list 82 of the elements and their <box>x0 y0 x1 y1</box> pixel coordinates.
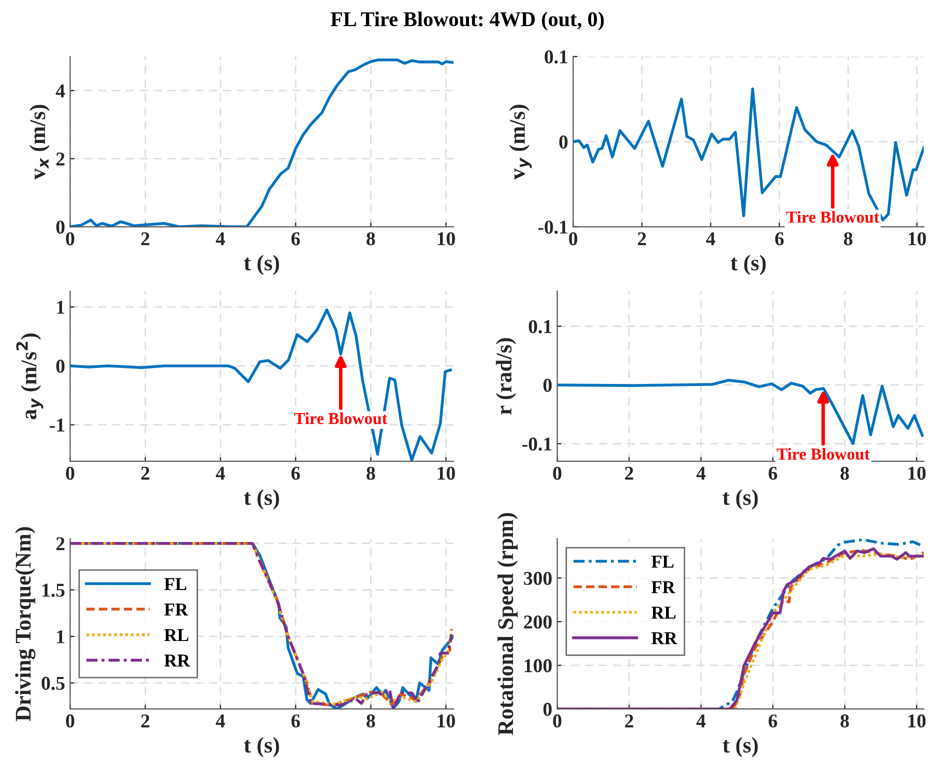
y-tick-label: 0 <box>56 220 65 234</box>
x-tick-label: 6 <box>291 714 300 728</box>
x-tick-label: 8 <box>840 466 849 480</box>
x-tick-label: 6 <box>768 466 778 480</box>
y-tick-label: 0 <box>543 702 552 716</box>
line-series <box>70 58 454 227</box>
y-axis-title: a$_{y}$ (m/s$^{2}$) <box>16 334 44 420</box>
x-tick-label: 2 <box>141 466 150 480</box>
y-tick-label: 200 <box>524 615 552 629</box>
x-tick-label: 2 <box>625 466 634 480</box>
x-tick-label: 2 <box>638 232 646 246</box>
y-axis-title: Rotational Speed (rpm) <box>498 513 518 736</box>
x-axis-title: t (s) <box>722 737 758 758</box>
x-tick-label: 8 <box>366 466 376 480</box>
x-tick-label: 8 <box>366 232 376 246</box>
line-series <box>70 308 452 462</box>
y-tick-label: 1.5 <box>42 584 65 597</box>
legend-label: RL <box>164 629 188 641</box>
y-tick-label: 1 <box>57 630 64 644</box>
y-tick-label: 0 <box>56 360 65 373</box>
legend-label: FL <box>164 578 186 590</box>
y-tick-label: 0.5 <box>42 676 65 690</box>
y-tick-label: 4 <box>56 84 65 98</box>
y-tick-label: 100 <box>524 659 552 672</box>
line-series <box>557 378 924 446</box>
x-tick-label: 10 <box>908 466 926 480</box>
legend-label: RR <box>164 654 190 667</box>
x-tick-label: 10 <box>438 232 455 246</box>
y-tick-label: 2 <box>56 152 64 166</box>
x-tick-label: 4 <box>696 466 706 480</box>
y-tick-label: 2 <box>56 537 64 550</box>
x-tick-label: 0 <box>66 714 74 728</box>
x-tick-label: 4 <box>696 714 706 728</box>
annotation: Tire Blowout <box>776 448 870 460</box>
y-tick-label: -0.1 <box>522 438 552 451</box>
legend-label: RR <box>651 632 678 644</box>
y-tick-label: -1 <box>50 418 64 432</box>
annotation: Tire Blowout <box>786 211 880 223</box>
y-axis-title: v$_{x}$ (m/s) <box>30 104 50 180</box>
y-tick-label: 0 <box>559 135 568 149</box>
y-axis-title: Driving Torque(Nm) <box>15 527 36 722</box>
x-tick-label: 0 <box>66 466 74 480</box>
annotation: Tire Blowout <box>294 412 388 424</box>
line-series <box>573 87 924 222</box>
x-tick-label: 4 <box>216 232 225 246</box>
y-tick-label: -0.1 <box>538 220 568 234</box>
x-tick-label: 0 <box>66 232 74 246</box>
x-tick-label: 6 <box>291 466 300 480</box>
x-tick-label: 6 <box>768 714 778 728</box>
x-tick-label: 10 <box>908 232 926 246</box>
x-axis-title: t (s) <box>244 254 280 275</box>
legend-label: RL <box>651 606 676 619</box>
x-tick-label: 10 <box>908 714 926 728</box>
y-axis-title: r (rad/s) <box>496 338 516 415</box>
y-axis-title: v$_{y}$ (m/s) <box>509 104 532 180</box>
x-tick-label: 6 <box>291 232 300 246</box>
x-tick-label: 4 <box>216 714 225 728</box>
x-tick-label: 0 <box>569 232 578 246</box>
x-axis-title: t (s) <box>730 254 766 275</box>
x-tick-label: 8 <box>844 232 852 246</box>
x-tick-label: 4 <box>216 466 225 480</box>
x-tick-label: 2 <box>141 714 150 728</box>
x-axis-title: t (s) <box>722 489 758 510</box>
chart-title: FL Tire Blowout: 4WD (out, 0) <box>330 12 604 31</box>
legend-label: FR <box>164 604 188 616</box>
x-axis-title: t (s) <box>244 737 280 758</box>
x-tick-label: 8 <box>840 714 849 728</box>
y-tick-label: 300 <box>524 572 552 585</box>
y-tick-label: 1 <box>57 300 64 314</box>
x-tick-label: 2 <box>625 714 634 728</box>
x-axis-title: t (s) <box>244 489 280 510</box>
legend-label: FL <box>651 556 674 568</box>
y-tick-label: 0.1 <box>544 50 568 64</box>
x-tick-label: 10 <box>438 466 455 480</box>
x-tick-label: 2 <box>141 232 150 246</box>
y-tick-label: 0.1 <box>528 320 552 334</box>
x-tick-label: 6 <box>775 232 784 246</box>
x-tick-label: 8 <box>366 714 376 728</box>
y-tick-label: 0 <box>543 378 552 392</box>
x-tick-label: 10 <box>438 714 455 728</box>
legend-label: FR <box>651 581 676 594</box>
x-tick-label: 4 <box>706 232 716 246</box>
